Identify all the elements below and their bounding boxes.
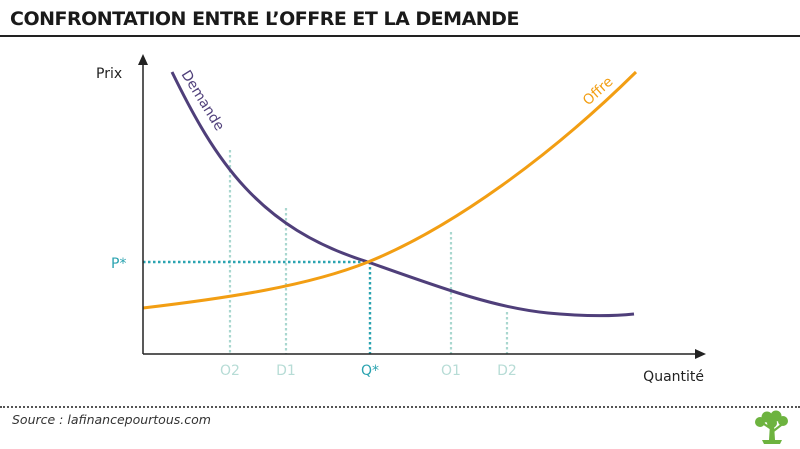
tree-logo-icon (755, 410, 788, 444)
marker-label-d1: D1 (276, 363, 296, 379)
source-credit: Source : lafinancepourtous.com (12, 412, 211, 427)
x-axis-arrow (695, 349, 706, 359)
supply-label: Offre (580, 74, 617, 109)
demand-curve (170, 70, 636, 318)
footer-divider (0, 406, 800, 408)
title-divider (0, 35, 800, 37)
marker-label-o1: O1 (441, 363, 461, 379)
marker-label-d2: D2 (497, 363, 517, 379)
y-axis-arrow (138, 54, 148, 65)
y-axis-label: Prix (96, 66, 122, 82)
x-axis-label: Quantité (643, 369, 704, 385)
equilibrium-quantity-label: Q* (361, 363, 379, 379)
equilibrium-price-label: P* (111, 256, 126, 272)
marker-label-o2: O2 (220, 363, 240, 379)
page-title: CONFRONTATION ENTRE L’OFFRE ET LA DEMAND… (10, 8, 519, 30)
